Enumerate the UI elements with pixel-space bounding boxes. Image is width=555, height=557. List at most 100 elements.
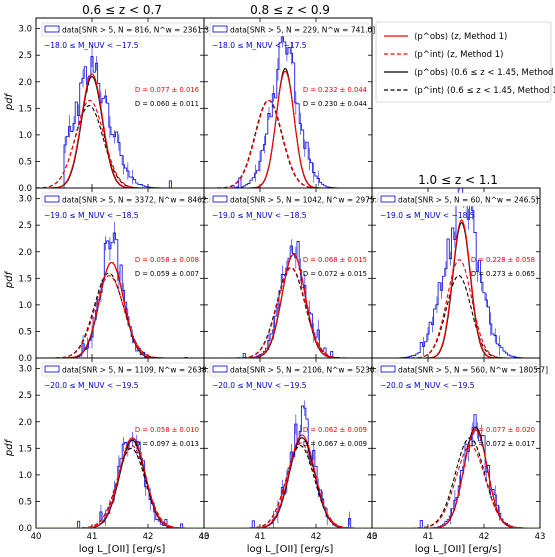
curve-obs-all xyxy=(204,437,371,528)
y-tick-label: 3.0 xyxy=(18,365,32,375)
plot-area xyxy=(372,414,539,528)
data-legend-swatch xyxy=(380,195,396,203)
d-stat-black: D = 0.072 ± 0.015 xyxy=(303,270,367,278)
histogram-data xyxy=(232,405,362,528)
d-stat-black: D = 0.067 ± 0.009 xyxy=(303,440,367,448)
x-tick-label: 42 xyxy=(311,532,322,542)
data-legend-swatch xyxy=(44,365,60,373)
data-legend-swatch xyxy=(212,365,228,373)
curve-int-all xyxy=(204,99,371,188)
data-legend-swatch xyxy=(212,25,228,33)
curve-int-all xyxy=(204,445,371,528)
curve-int-all xyxy=(372,275,539,358)
data-legend-swatch xyxy=(44,25,60,33)
plot-area xyxy=(204,26,371,188)
data-legend-swatch xyxy=(380,365,396,373)
y-tick-label: 1.5 xyxy=(18,104,32,114)
plot-area xyxy=(36,221,203,358)
curve-obs-z xyxy=(372,219,539,358)
x-tick-label: 41 xyxy=(423,532,434,542)
data-legend-label: data[SNR > 5, N = 816, N^w = 2361.3] xyxy=(62,26,212,35)
curve-obs-z xyxy=(372,429,539,528)
curve-obs-z xyxy=(204,70,371,188)
y-tick-label: 3.0 xyxy=(18,25,32,35)
x-axis-label-col2: log L_[OII] [erg/s] xyxy=(247,544,334,555)
data-legend-label: data[SNR > 5, N = 1109, N^w = 2638.5] xyxy=(62,366,217,375)
curve-int-z xyxy=(204,99,371,188)
data-legend-frame xyxy=(377,192,537,207)
plot-area xyxy=(36,431,203,528)
mag-range-label: −18.0 ≤ M_NUV < −17.5 xyxy=(44,41,139,50)
panel-2-1: 40 41 42 43 data[SNR > 5, N = 2106, N^w = 52… xyxy=(199,357,385,542)
curve-int-z xyxy=(36,275,203,358)
d-stat-black: D = 0.097 ± 0.013 xyxy=(135,440,199,448)
mag-range-label: −19.0 ≤ M_NUV < −18.5 xyxy=(44,211,139,220)
y-tick-label: 3.0 xyxy=(18,195,32,205)
y-tick-label: 2.5 xyxy=(18,51,32,61)
curve-int-all xyxy=(36,272,203,358)
data-legend-frame xyxy=(41,22,201,37)
panel-2-0: 0.0 0.5 1.0 1.5 2.0 2.5 3.0 40 41 42 43 data[SNR > … xyxy=(18,357,217,542)
data-legend-label: data[SNR > 5, N = 3372, N^w = 8462.0] xyxy=(62,196,217,205)
legend: ⟨p^obs⟩ (z, Method 1) ⟨p^int⟩ (z, Method… xyxy=(375,21,555,103)
curve-int-z xyxy=(36,99,203,188)
mag-range-label: −20.0 ≤ M_NUV < −19.5 xyxy=(380,381,475,390)
mag-range-label: −20.0 ≤ M_NUV < −19.5 xyxy=(44,381,139,390)
mag-range-label: −20.0 ≤ M_NUV < −19.5 xyxy=(212,381,307,390)
y-tick-label: 1.0 xyxy=(18,301,32,311)
curve-obs-z xyxy=(36,73,203,188)
x-tick-label: 42 xyxy=(143,532,154,542)
panel-2-2: 40 41 42 43 data[SNR > 5, N = 560, N^w = 180… xyxy=(367,357,548,542)
curve-obs-all xyxy=(36,439,203,528)
x-tick-label: 42 xyxy=(479,532,490,542)
curve-int-all xyxy=(204,267,371,358)
x-tick-label: 41 xyxy=(255,532,266,542)
plot-area xyxy=(372,188,539,358)
mag-range-label: −19.0 ≤ M_NUV < −18.5 xyxy=(212,211,307,220)
curve-obs-z xyxy=(36,437,203,528)
data-legend-swatch xyxy=(212,195,228,203)
x-tick-label: 40 xyxy=(199,532,210,542)
y-tick-label: 1.0 xyxy=(18,471,32,481)
histogram-data xyxy=(64,438,194,528)
curve-int-z xyxy=(372,445,539,528)
column-title-0: 0.6 ≤ z < 0.7 xyxy=(82,3,162,17)
d-stat-red: D = 0.228 ± 0.058 xyxy=(471,256,535,264)
curve-int-z xyxy=(204,442,371,528)
y-tick-label: 1.5 xyxy=(18,444,32,454)
x-tick-label: 43 xyxy=(535,532,546,542)
d-stat-red: D = 0.062 ± 0.009 xyxy=(303,426,367,434)
data-legend-label: data[SNR > 5, N = 229, N^w = 741.0] xyxy=(230,26,375,35)
curve-int-all xyxy=(36,447,203,528)
y-tick-label: 0.5 xyxy=(18,157,32,167)
d-stat-black: D = 0.059 ± 0.007 xyxy=(135,270,199,278)
axes-text-layer: 0.6 ≤ z < 0.7 0.8 ≤ z < 0.9 1.0 ≤ z < 1.… xyxy=(4,3,501,555)
y-tick-label: 0.0 xyxy=(18,184,32,194)
d-stat-black: D = 0.072 ± 0.017 xyxy=(471,440,535,448)
legend-label-2: ⟨p^int⟩ (z, Method 1) xyxy=(414,50,503,60)
plot-area xyxy=(36,45,203,188)
x-tick-label: 40 xyxy=(31,532,42,542)
x-tick-label: 40 xyxy=(367,532,378,542)
y-tick-label: 0.0 xyxy=(18,354,32,364)
d-stat-red: D = 0.058 ± 0.010 xyxy=(135,426,199,434)
legend-label-3: ⟨p^obs⟩ (0.6 ≤ z < 1.45, Method 1) xyxy=(414,68,555,78)
plot-area xyxy=(204,400,371,528)
y-axis-label-row2: pdf xyxy=(4,270,15,289)
x-tick-label: 41 xyxy=(87,532,98,542)
y-tick-label: 2.0 xyxy=(18,248,32,258)
curve-int-z xyxy=(204,267,371,358)
data-legend-frame xyxy=(209,362,369,377)
data-legend-label: data[SNR > 5, N = 60, N^w = 246.5] xyxy=(398,196,539,205)
y-axis-label: pdf xyxy=(4,92,15,111)
data-legend-label: data[SNR > 5, N = 2106, N^w = 5230.4] xyxy=(230,366,385,375)
mag-range-label: −19.0 ≤ M_NUV < −18.5 xyxy=(380,211,475,220)
x-tick-label: 43 xyxy=(199,532,210,542)
y-tick-label: 2.0 xyxy=(18,418,32,428)
d-stat-black: D = 0.230 ± 0.044 xyxy=(303,100,367,108)
y-tick-label: 0.5 xyxy=(18,497,32,507)
d-stat-red: D = 0.232 ± 0.044 xyxy=(303,86,367,94)
legend-frame xyxy=(375,21,552,103)
y-tick-label: 2.5 xyxy=(18,221,32,231)
